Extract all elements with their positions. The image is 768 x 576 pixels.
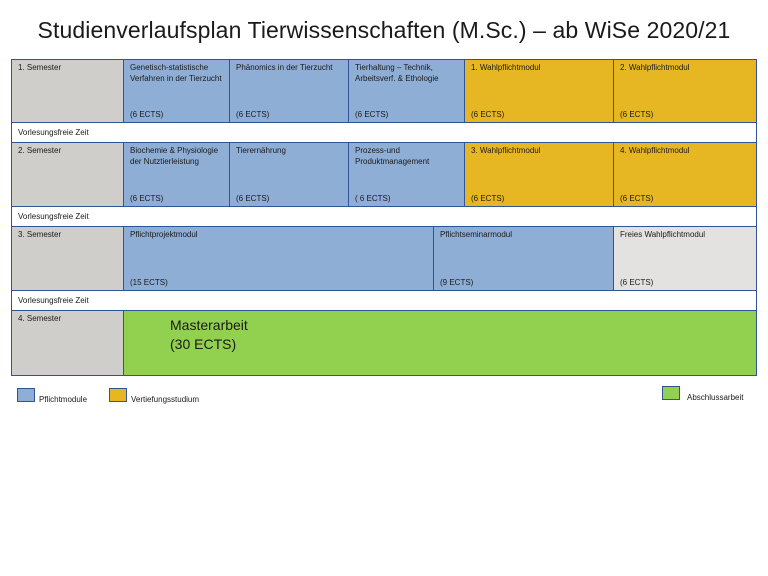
legend-swatch-abschluss (662, 386, 680, 400)
module-phaenomics: Phänomics in der Tierzucht (6 ECTS) (229, 59, 349, 123)
lecture-free-period-2: Vorlesungsfreie Zeit (11, 206, 757, 227)
module-ects: (6 ECTS) (130, 194, 164, 203)
module-ects: (6 ECTS) (236, 110, 270, 119)
masterarbeit-ects: (30 ECTS) (170, 336, 237, 352)
module-wahlpflicht-4: 4. Wahlpflichtmodul (6 ECTS) (613, 142, 757, 207)
module-masterarbeit (123, 310, 757, 376)
module-pflichtprojekt: Pflichtprojektmodul (15 ECTS) (123, 226, 434, 291)
page-title: Studienverlaufsplan Tierwissenschaften (… (37, 17, 731, 43)
legend-label-pflicht: Pflichtmodule (39, 395, 88, 404)
module-genetics: Genetisch-statistische Verfahren in der … (123, 59, 230, 123)
module-wahlpflicht-1: 1. Wahlpflichtmodul (6 ECTS) (464, 59, 614, 123)
semester-2-label: 2. Semester (11, 142, 124, 207)
module-name: Pflichtprojektmodul (130, 230, 198, 239)
legend-label-vertiefung: Vertiefungsstudium (131, 395, 200, 404)
module-name: 2. Wahlpflichtmodul (620, 63, 690, 72)
module-name: Tierhaltung – Technik, Arbeitsverf. & Et… (355, 63, 439, 83)
semester-3-label: 3. Semester (11, 226, 124, 291)
masterarbeit-name: Masterarbeit (170, 317, 248, 333)
module-ects: (6 ECTS) (355, 110, 389, 119)
module-name: Biochemie & Physiologie der Nutztierleis… (130, 146, 219, 166)
module-name: Freies Wahlpflichtmodul (620, 230, 706, 239)
module-tierernaehrung: Tierernährung (6 ECTS) (229, 142, 349, 207)
module-freies-wahlpflicht: Freies Wahlpflichtmodul (6 ECTS) (613, 226, 757, 291)
module-tierhaltung: Tierhaltung – Technik, Arbeitsverf. & Et… (348, 59, 465, 123)
legend-label-abschluss: Abschlussarbeit (687, 393, 744, 402)
legend-swatch-pflicht (17, 388, 35, 402)
module-ects: (6 ECTS) (471, 194, 505, 203)
module-name: Tierernährung (236, 146, 286, 155)
lecture-free-period-1: Vorlesungsfreie Zeit (11, 122, 757, 143)
module-pflichtseminar: Pflichtseminarmodul (9 ECTS) (433, 226, 614, 291)
semester-1-label: 1. Semester (11, 59, 124, 123)
module-ects: (15 ECTS) (130, 278, 168, 287)
module-name: Prozess-und Produktmanagement (355, 146, 430, 166)
module-ects: (6 ECTS) (620, 194, 654, 203)
module-ects: (9 ECTS) (440, 278, 474, 287)
module-name: Genetisch-statistische Verfahren in der … (130, 63, 222, 83)
lecture-free-period-3: Vorlesungsfreie Zeit (11, 290, 757, 311)
module-ects: (6 ECTS) (130, 110, 164, 119)
module-ects: (6 ECTS) (236, 194, 270, 203)
module-ects: (6 ECTS) (620, 110, 654, 119)
module-ects: ( 6 ECTS) (355, 194, 391, 203)
module-name: 1. Wahlpflichtmodul (471, 63, 541, 72)
module-name: 3. Wahlpflichtmodul (471, 146, 541, 155)
module-ects: (6 ECTS) (620, 278, 654, 287)
semester-4-label: 4. Semester (11, 310, 124, 376)
module-name: 4. Wahlpflichtmodul (620, 146, 690, 155)
module-name: Pflichtseminarmodul (440, 230, 513, 239)
module-name: Phänomics in der Tierzucht (236, 63, 333, 72)
module-prozessmanagement: Prozess-und Produktmanagement ( 6 ECTS) (348, 142, 465, 207)
masterarbeit-text: Masterarbeit (30 ECTS) (170, 316, 248, 354)
module-biochemie: Biochemie & Physiologie der Nutztierleis… (123, 142, 230, 207)
module-ects: (6 ECTS) (471, 110, 505, 119)
module-wahlpflicht-2: 2. Wahlpflichtmodul (6 ECTS) (613, 59, 757, 123)
module-wahlpflicht-3: 3. Wahlpflichtmodul (6 ECTS) (464, 142, 614, 207)
legend-swatch-vertiefung (109, 388, 127, 402)
